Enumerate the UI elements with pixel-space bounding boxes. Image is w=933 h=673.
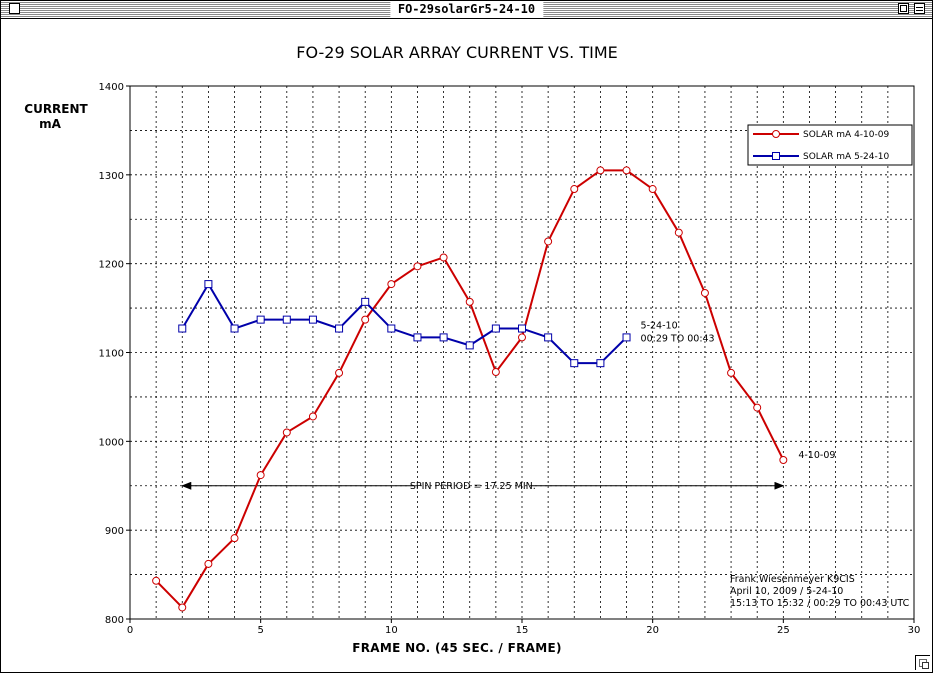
- data-point-4-10-09: [544, 237, 553, 246]
- data-point-4-10-09: [727, 368, 736, 377]
- zoom-box-icon[interactable]: [898, 3, 909, 14]
- x-tick-label: 15: [516, 625, 529, 636]
- data-point-5-24-10: [518, 324, 526, 333]
- spin-period-label: SPIN PERIOD = 17.25 MIN.: [410, 481, 536, 492]
- data-point-4-10-09: [256, 471, 265, 480]
- data-point-4-10-09: [491, 368, 500, 377]
- x-tick-label: 5: [257, 625, 263, 636]
- data-point-4-10-09: [570, 185, 579, 194]
- data-point-5-24-10: [178, 324, 187, 333]
- data-point-4-10-09: [779, 455, 788, 464]
- data-point-5-24-10: [256, 315, 265, 324]
- data-point-4-10-09: [596, 166, 605, 175]
- x-tick-label: 10: [385, 625, 398, 636]
- data-point-4-10-09: [413, 262, 422, 271]
- data-point-5-24-10: [361, 297, 370, 306]
- data-point-4-10-09: [465, 297, 474, 306]
- data-point-5-24-10: [387, 324, 396, 333]
- y-tick-label: 1300: [99, 171, 124, 182]
- data-point-4-10-09: [152, 576, 161, 585]
- data-point-4-10-09: [622, 166, 631, 175]
- data-point-4-10-09: [439, 253, 448, 262]
- y-axis-label-line2: mA: [39, 117, 62, 131]
- data-point-5-24-10: [570, 359, 579, 368]
- axis-ticks: 0 5 10 15 20 25 30 800 900 1000 1100 1200 1300 1400: [99, 82, 921, 636]
- data-point-4-10-09: [204, 559, 213, 568]
- data-point-4-10-09: [282, 428, 291, 437]
- data-point-4-10-09: [335, 368, 344, 377]
- data-point-4-10-09: [648, 185, 657, 194]
- data-point-5-24-10: [596, 359, 605, 368]
- data-point-5-24-10: [439, 333, 448, 342]
- y-tick-label: 1000: [99, 437, 124, 448]
- credit-dates: April 10, 2009 / 5-24-10: [730, 586, 843, 597]
- window-titlebar[interactable]: FO-29solarGr5-24-10: [1, 1, 932, 19]
- data-point-5-24-10: [622, 333, 631, 342]
- window-title: FO-29solarGr5-24-10: [389, 2, 544, 17]
- data-point-5-24-10: [544, 333, 553, 342]
- legend-marker-5-24-10: [772, 152, 780, 160]
- legend-label-5-24-10: SOLAR mA 5-24-10: [803, 152, 889, 162]
- data-point-5-24-10: [204, 280, 213, 289]
- y-axis-label-line1: CURRENT: [24, 102, 88, 116]
- y-tick-label: 1100: [99, 349, 124, 360]
- chart-title: FO-29 SOLAR ARRAY CURRENT VS. TIME: [296, 43, 617, 62]
- data-point-4-10-09: [387, 280, 396, 289]
- data-point-5-24-10: [230, 324, 239, 333]
- data-point-5-24-10: [308, 315, 317, 324]
- data-point-4-10-09: [308, 412, 317, 421]
- series-line-5-24-10: [181, 283, 628, 365]
- series: [152, 166, 788, 612]
- data-point-4-10-09: [700, 288, 709, 297]
- data-point-5-24-10: [465, 341, 474, 350]
- collapse-box-icon[interactable]: [914, 3, 925, 14]
- legend-marker-4-10-09: [772, 130, 780, 138]
- series-end-label-5-24-10-date: 5-24-10: [641, 320, 678, 331]
- data-point-4-10-09: [518, 333, 526, 342]
- series-end-label-4-10-09: 4-10-09: [798, 450, 835, 461]
- data-point-5-24-10: [335, 324, 344, 333]
- y-tick-label: 1400: [99, 82, 124, 93]
- legend: SOLAR mA 4-10-09 SOLAR mA 5-24-10: [747, 124, 913, 166]
- grid: [130, 86, 914, 619]
- credit-times: 15:13 TO 15:32 / 00:29 TO 00:43 UTC: [730, 598, 910, 609]
- data-point-4-10-09: [230, 534, 239, 543]
- close-box-icon[interactable]: [9, 3, 20, 14]
- x-tick-label: 0: [127, 625, 133, 636]
- data-point-5-24-10: [282, 315, 291, 324]
- y-tick-label: 800: [105, 615, 124, 626]
- spin-period-annotation: SPIN PERIOD = 17.25 MIN.: [181, 481, 785, 492]
- data-point-4-10-09: [361, 315, 370, 324]
- data-point-5-24-10: [413, 333, 422, 342]
- x-tick-label: 30: [908, 625, 921, 636]
- data-point-4-10-09: [753, 403, 762, 412]
- x-tick-label: 20: [646, 625, 659, 636]
- credit-author: Frank Wiesenmeyer K9CIS: [730, 574, 855, 585]
- x-axis-label: FRAME NO. (45 SEC. / FRAME): [352, 641, 562, 655]
- resize-grip-icon[interactable]: [915, 655, 930, 670]
- x-tick-label: 25: [777, 625, 790, 636]
- data-point-4-10-09: [674, 228, 683, 237]
- series-end-label-5-24-10-time: 00:29 TO 00:43: [641, 333, 715, 344]
- y-tick-label: 900: [105, 526, 124, 537]
- legend-label-4-10-09: SOLAR mA 4-10-09: [803, 130, 889, 140]
- data-point-4-10-09: [178, 603, 187, 612]
- y-tick-label: 1200: [99, 260, 124, 271]
- data-point-5-24-10: [491, 324, 500, 333]
